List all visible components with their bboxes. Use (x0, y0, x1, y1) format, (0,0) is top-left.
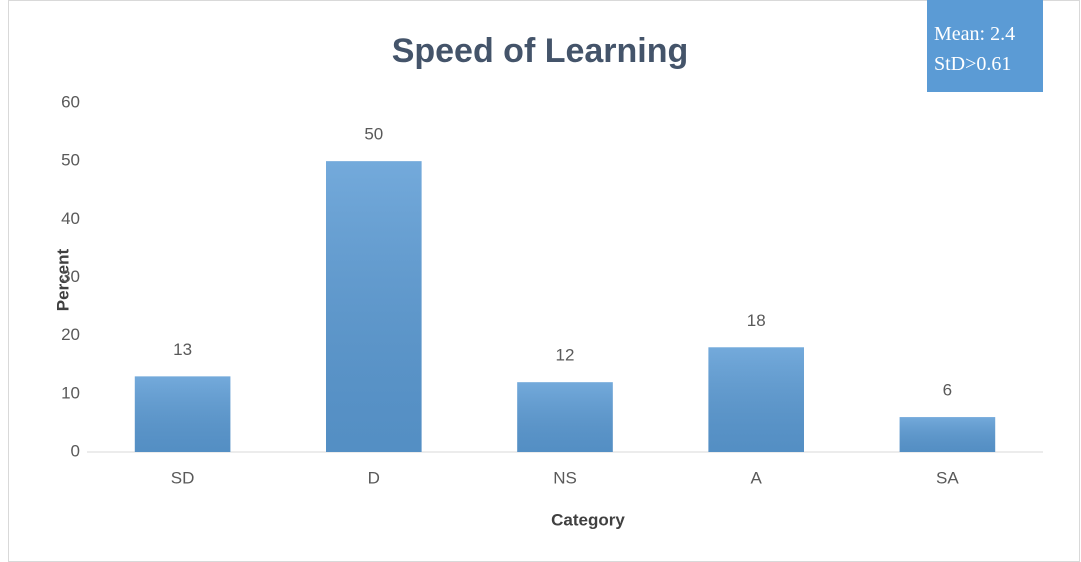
data-label: 6 (943, 381, 952, 400)
annotation-box (927, 0, 1043, 92)
y-tick-label: 40 (61, 209, 80, 228)
data-label: 12 (556, 346, 575, 365)
y-tick-label: 50 (61, 151, 80, 170)
bar-shade (708, 347, 804, 452)
bar-shade (134, 376, 231, 452)
x-tick-label: A (751, 468, 763, 487)
data-label: 50 (364, 125, 383, 144)
x-tick-label: SA (936, 468, 959, 487)
y-tick-label: 20 (61, 325, 80, 344)
bar-shade (517, 382, 613, 452)
x-tick-label: NS (553, 468, 577, 487)
bar-shade (326, 161, 422, 452)
data-label: 18 (747, 311, 766, 330)
x-axis-title: Category (551, 510, 625, 529)
y-axis-title: Percent (53, 248, 72, 311)
annotation: Mean: 2.4 (934, 23, 1015, 45)
chart-title: Speed of Learning (392, 32, 689, 70)
annotation: StD>0.61 (934, 53, 1011, 75)
x-tick-label: D (368, 468, 380, 487)
y-tick-label: 10 (61, 383, 80, 402)
y-tick-label: 0 (71, 441, 80, 460)
x-tick-label: SD (171, 468, 195, 487)
y-tick-label: 60 (61, 92, 80, 111)
data-label: 13 (173, 340, 192, 359)
chart-border (8, 0, 1080, 562)
bar-shade (899, 417, 996, 452)
y-tick-label: 30 (61, 267, 80, 286)
